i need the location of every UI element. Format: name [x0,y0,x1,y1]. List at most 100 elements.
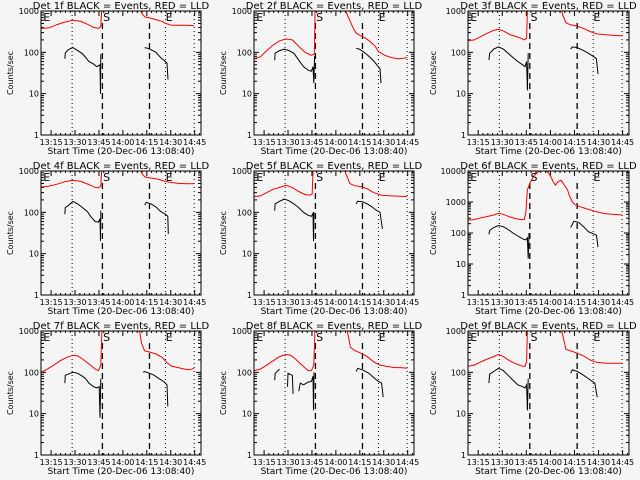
x-tick-label: 13:45 [515,298,538,307]
x-tick-label: 13:15 [40,458,63,467]
marker-label-e: E [43,331,50,344]
marker-label-e: E [379,331,386,344]
marker-label-s: S [103,11,110,24]
series-line-lld [41,11,195,29]
x-axis-label: Start Time (20-Dec-06 13:08:40) [475,147,622,157]
marker-label-e: E [166,171,173,184]
x-tick-label: 13:45 [515,458,538,467]
y-axis-label: Counts/sec [6,211,15,255]
y-tick-label: 1 [34,451,39,460]
x-axis-label: Start Time (20-Dec-06 13:08:40) [261,307,408,317]
panel-6: Det 6f BLACK = Events, RED = LLD Counts/s… [429,161,637,317]
x-axis-label: Start Time (20-Dec-06 13:08:40) [48,147,195,157]
x-tick-label: 13:30 [276,138,299,147]
plot-frame [253,10,415,136]
y-tick-label: 1000 [19,327,39,336]
x-tick-label: 14:45 [611,298,634,307]
x-tick-label: 14:15 [135,298,158,307]
x-tick-label: 14:30 [587,298,610,307]
x-tick-label: 14:30 [372,138,395,147]
x-axis-label: Start Time (20-Dec-06 13:08:40) [475,467,622,477]
y-tick-label: 1000 [19,7,39,16]
marker-label-s: S [316,171,323,184]
y-tick-label: 100 [24,48,39,57]
x-tick-label: 13:45 [300,298,323,307]
series-line-events [274,47,382,84]
plot-frame [467,170,630,296]
x-tick-label: 14:15 [135,458,158,467]
x-tick-label: 13:45 [515,138,538,147]
marker-label-e: E [470,331,477,344]
x-tick-label: 13:45 [87,458,110,467]
x-tick-label: 13:15 [253,138,276,147]
x-tick-label: 13:15 [467,458,490,467]
y-tick-label: 10 [456,260,466,269]
marker-label-e: E [593,11,600,24]
x-tick-label: 14:45 [183,458,206,467]
x-tick-label: 13:15 [40,298,63,307]
series-line-events [64,47,169,94]
x-tick-label: 14:00 [324,458,347,467]
marker-label-e: E [256,171,263,184]
y-tick-label: 1 [34,131,39,140]
x-tick-label: 14:15 [135,138,158,147]
marker-label-s: S [103,331,110,344]
x-axis-label: Start Time (20-Dec-06 13:08:40) [475,307,622,317]
x-tick-label: 14:15 [563,138,586,147]
marker-label-s: S [316,11,323,24]
plot-frame [467,10,630,136]
marker-label-s: S [316,331,323,344]
y-tick-label: 100 [237,208,252,217]
x-tick-label: 13:15 [467,138,490,147]
x-axis-label: Start Time (20-Dec-06 13:08:40) [48,307,195,317]
panel-8: Det 8f BLACK = Events, RED = LLD Counts/s… [219,321,422,477]
panel-title: Det 4f BLACK = Events, RED = LLD [33,161,210,172]
panel-title: Det 6f BLACK = Events, RED = LLD [460,161,637,172]
y-tick-label: 100 [24,208,39,217]
panel-title: Det 5f BLACK = Events, RED = LLD [246,161,423,172]
x-tick-label: 13:30 [276,298,299,307]
x-tick-label: 14:15 [348,458,371,467]
y-tick-label: 1 [461,131,466,140]
marker-label-e: E [593,331,600,344]
y-tick-label: 1000 [446,7,466,16]
series-line-events [274,198,383,242]
y-tick-label: 100 [237,368,252,377]
x-tick-label: 14:30 [587,138,610,147]
x-tick-label: 14:45 [183,298,206,307]
x-tick-label: 14:45 [183,138,206,147]
x-tick-label: 14:00 [539,298,562,307]
x-tick-label: 14:45 [396,298,419,307]
y-tick-label: 1000 [232,327,252,336]
plot-frame [253,170,415,296]
series-line-lld [254,171,408,198]
plot-frame [40,170,202,296]
x-tick-label: 14:30 [159,298,182,307]
x-tick-label: 13:30 [491,138,514,147]
y-tick-label: 10 [242,250,252,259]
series-line-lld [41,171,195,189]
series-line-events [488,46,599,91]
x-tick-label: 14:30 [372,298,395,307]
panel-2: Det 2f BLACK = Events, RED = LLD Counts/s… [219,1,422,157]
y-tick-label: 10 [29,90,39,99]
x-tick-label: 14:15 [563,458,586,467]
x-axis-label: Start Time (20-Dec-06 13:08:40) [261,147,408,157]
y-tick-label: 1000 [232,167,252,176]
x-tick-label: 13:30 [63,458,86,467]
marker-label-s: S [530,331,537,344]
panel-7: Det 7f BLACK = Events, RED = LLD Counts/s… [6,321,209,477]
marker-label-s: S [103,171,110,184]
y-axis-label: Counts/sec [429,51,438,95]
x-tick-label: 14:00 [324,138,347,147]
y-tick-label: 1 [34,291,39,300]
panel-4: Det 4f BLACK = Events, RED = LLD Counts/s… [6,161,209,317]
marker-label-e: E [470,11,477,24]
x-axis-label: Start Time (20-Dec-06 13:08:40) [261,467,408,477]
marker-label-s: S [530,171,537,184]
x-tick-label: 13:15 [467,298,490,307]
panel-3: Det 3f BLACK = Events, RED = LLD Counts/s… [429,1,637,157]
marker-label-e: E [470,171,477,184]
y-tick-label: 1 [247,131,252,140]
x-tick-label: 14:15 [563,298,586,307]
